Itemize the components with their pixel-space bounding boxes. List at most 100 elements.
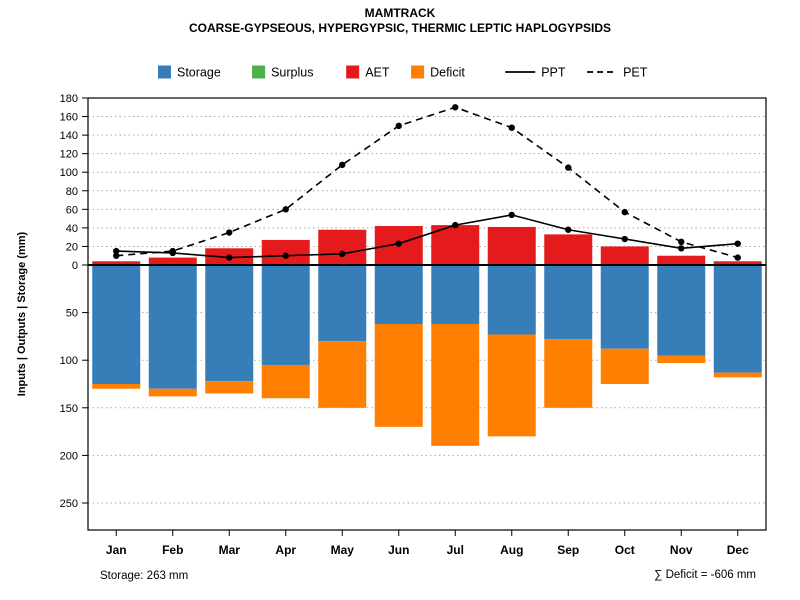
y-tick-label: 80 bbox=[66, 186, 78, 198]
pet-point bbox=[282, 206, 289, 213]
ppt-line bbox=[116, 214, 738, 259]
pet-point bbox=[565, 164, 572, 171]
bar-deficit bbox=[544, 339, 593, 408]
x-tick-label: Mar bbox=[219, 543, 241, 557]
legend-label-deficit: Deficit bbox=[430, 66, 465, 80]
pet-point bbox=[678, 238, 685, 246]
ppt-point bbox=[621, 235, 628, 243]
ppt-point bbox=[678, 245, 685, 252]
bar-storage bbox=[92, 265, 141, 384]
legend-label-aet: AET bbox=[365, 66, 390, 80]
bar-deficit bbox=[261, 364, 310, 399]
x-tick-label: Oct bbox=[615, 543, 635, 557]
bar-storage bbox=[261, 265, 310, 365]
legend-label-surplus: Surplus bbox=[271, 66, 313, 80]
ppt-point bbox=[226, 254, 233, 261]
y-axis-label: Inputs | Outputs | Storage (mm) bbox=[16, 231, 28, 396]
pet-point bbox=[452, 104, 459, 111]
x-tick-label: Feb bbox=[162, 543, 183, 557]
bar-aet bbox=[487, 226, 536, 265]
x-tick-label: Jul bbox=[447, 543, 464, 557]
bar-storage bbox=[713, 265, 762, 373]
ppt-point bbox=[452, 221, 459, 229]
x-tick-label: May bbox=[331, 543, 355, 557]
legend-swatch-storage bbox=[158, 65, 171, 79]
pet-point bbox=[339, 161, 346, 168]
bar-deficit bbox=[205, 381, 254, 394]
pet-point bbox=[113, 252, 120, 259]
bar-deficit bbox=[148, 388, 197, 397]
pet-point bbox=[621, 208, 628, 216]
x-tick-label: Jan bbox=[106, 543, 127, 557]
y-tick-label: 160 bbox=[60, 112, 78, 124]
bar-storage bbox=[431, 265, 480, 325]
y-tick-label: 50 bbox=[66, 308, 78, 320]
legend: Storage Surplus AET Deficit PPT PET bbox=[158, 65, 648, 80]
bar-storage bbox=[487, 265, 536, 335]
bar-storage bbox=[657, 265, 706, 356]
bar-aet bbox=[318, 229, 367, 265]
bar-aet bbox=[92, 261, 141, 265]
bar-deficit bbox=[657, 355, 706, 364]
pet-point bbox=[169, 247, 176, 255]
pet-point bbox=[226, 229, 233, 236]
plot-border bbox=[87, 97, 767, 531]
chart-subtitle: COARSE-GYPSEOUS, HYPERGYPSIC, THERMIC LE… bbox=[189, 21, 611, 35]
x-tick-label: Aug bbox=[500, 543, 523, 557]
deficit-sum-footer: ∑ Deficit = -606 mm bbox=[654, 569, 756, 581]
x-tick-label: Nov bbox=[670, 543, 693, 557]
ppt-point bbox=[395, 240, 402, 247]
x-tick-label: Apr bbox=[275, 543, 296, 557]
bar-storage bbox=[318, 265, 367, 342]
bar-deficit bbox=[487, 334, 536, 437]
bar-deficit bbox=[374, 324, 423, 427]
ppt-point bbox=[508, 211, 515, 219]
pet-point bbox=[734, 254, 741, 261]
bar-deficit bbox=[92, 384, 141, 389]
legend-swatch-aet bbox=[346, 65, 360, 79]
bar-aet bbox=[600, 246, 649, 265]
bar-aet bbox=[657, 255, 706, 265]
bar-aet bbox=[713, 261, 762, 265]
bar-storage bbox=[600, 265, 649, 349]
y-tick-label: 150 bbox=[60, 403, 78, 415]
y-tick-label: 60 bbox=[66, 204, 78, 216]
y-tick-label: 100 bbox=[60, 355, 78, 367]
pet-point bbox=[508, 124, 515, 131]
pet-point bbox=[395, 122, 402, 130]
bar-aet bbox=[261, 239, 310, 265]
legend-label-ppt: PPT bbox=[541, 66, 566, 80]
x-tick-label: Jun bbox=[388, 543, 409, 557]
legend-swatch-surplus bbox=[252, 65, 266, 79]
storage-footer: Storage: 263 mm bbox=[100, 570, 188, 582]
bar-storage bbox=[544, 265, 593, 340]
y-tick-label: 140 bbox=[60, 130, 78, 142]
y-tick-label: 250 bbox=[60, 498, 78, 510]
bar-storage bbox=[148, 265, 197, 389]
bar-deficit bbox=[431, 324, 480, 446]
y-tick-label: 100 bbox=[60, 167, 78, 179]
y-tick-label: 120 bbox=[60, 149, 78, 161]
bar-aet bbox=[431, 225, 480, 265]
y-tick-label: 0 bbox=[72, 260, 78, 272]
ppt-point bbox=[113, 247, 120, 255]
pet-line bbox=[116, 106, 738, 259]
x-tick-label: Sep bbox=[557, 543, 579, 557]
chart-plot: 0 20 40 60 80 100 120 140 160 180 50 100 150 200 250 Ja… bbox=[60, 93, 767, 557]
bar-storage bbox=[374, 265, 423, 325]
ppt-point bbox=[282, 252, 289, 259]
y-tick-label: 40 bbox=[66, 223, 78, 235]
legend-label-pet: PET bbox=[623, 66, 648, 80]
x-tick-label: Dec bbox=[727, 543, 749, 557]
bar-deficit bbox=[713, 372, 762, 378]
bar-aet bbox=[544, 234, 593, 265]
bar-deficit bbox=[600, 348, 649, 384]
ppt-point bbox=[565, 226, 572, 233]
y-tick-label: 180 bbox=[60, 93, 78, 105]
legend-swatch-deficit bbox=[411, 65, 425, 79]
legend-label-storage: Storage bbox=[177, 66, 221, 80]
bar-aet bbox=[148, 257, 197, 265]
bar-storage bbox=[205, 265, 254, 382]
